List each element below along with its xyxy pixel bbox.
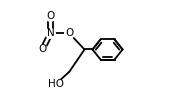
Circle shape [65, 29, 74, 38]
Circle shape [52, 79, 61, 88]
Text: O: O [46, 11, 54, 21]
Text: O: O [38, 44, 47, 54]
Text: HO: HO [48, 79, 64, 89]
Circle shape [46, 12, 55, 21]
Text: N: N [47, 28, 54, 38]
Circle shape [38, 45, 47, 54]
Circle shape [46, 29, 55, 38]
Text: O: O [65, 28, 74, 38]
